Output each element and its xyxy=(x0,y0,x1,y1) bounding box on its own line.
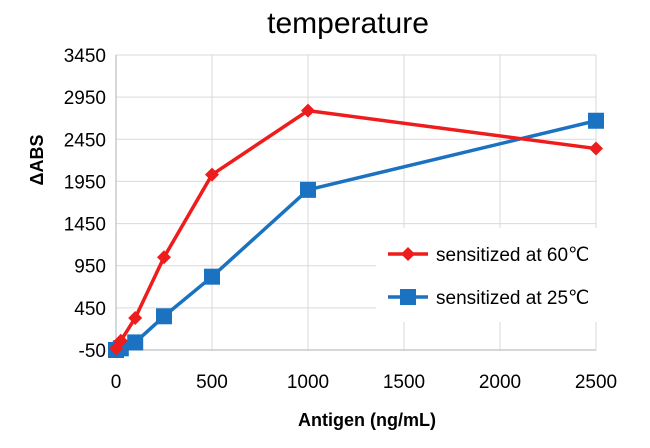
legend-box xyxy=(376,228,616,322)
x-tick-label: 0 xyxy=(111,372,122,393)
series-60c-point xyxy=(157,250,171,265)
series-60c-point xyxy=(301,103,315,118)
legend: sensitized at 60℃ sensitized at 25℃ xyxy=(376,228,616,322)
legend-label: sensitized at 25℃ xyxy=(436,288,589,309)
y-tick-label: 950 xyxy=(74,257,106,278)
y-tick-label: -50 xyxy=(79,341,106,362)
legend-label: sensitized at 60℃ xyxy=(436,245,589,266)
legend-entry-25c: sensitized at 25℃ xyxy=(388,288,589,309)
series-60c-point xyxy=(128,310,143,325)
x-tick-label: 2500 xyxy=(575,372,617,393)
y-axis-label: ΔABS xyxy=(27,135,47,186)
legend-swatch-marker xyxy=(400,289,416,305)
y-tick-label: 2950 xyxy=(64,88,106,109)
y-tick-label: 450 xyxy=(74,299,106,320)
x-axis-label: Antigen (ng/mL) xyxy=(298,410,436,430)
y-tick-label: 3450 xyxy=(64,46,106,67)
series-25c-point xyxy=(300,181,316,198)
legend-swatch-marker xyxy=(401,247,415,261)
series-60c-point xyxy=(113,333,128,348)
x-tick-label: 500 xyxy=(196,372,228,393)
chart-title: temperature xyxy=(267,7,429,40)
legend-entries: sensitized at 60℃ sensitized at 25℃ xyxy=(388,245,589,309)
series-60c xyxy=(109,103,603,356)
legend-entry-60c: sensitized at 60℃ xyxy=(388,245,589,266)
series-25c-point xyxy=(156,308,172,325)
axes xyxy=(115,55,596,351)
y-tick-label: 1950 xyxy=(64,172,106,193)
series-25c-point xyxy=(127,334,144,351)
series-25c-point xyxy=(204,268,220,285)
series-60c-point xyxy=(589,141,603,156)
tick-labels: -50 450 950 1450 1950 2450 2950 3450 0 500 1000 150… xyxy=(64,46,617,393)
x-tick-label: 1000 xyxy=(287,372,329,393)
series-group xyxy=(108,103,604,358)
series-60c-point xyxy=(205,167,219,182)
y-tick-label: 1450 xyxy=(64,215,106,236)
series-25c-point xyxy=(588,112,604,129)
x-tick-label: 2000 xyxy=(479,372,521,393)
x-tick-label: 1500 xyxy=(383,372,425,393)
y-tick-label: 2450 xyxy=(64,130,106,151)
